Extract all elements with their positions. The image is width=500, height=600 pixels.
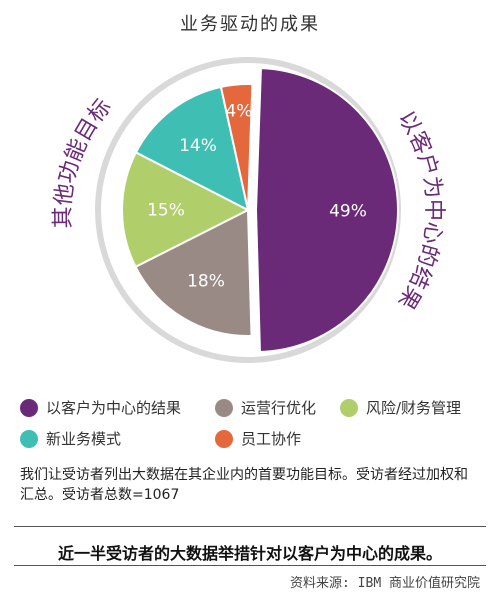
legend-label: 以客户为中心的结果 (46, 399, 182, 417)
legend-swatch (215, 429, 233, 448)
pie-slice-label: 18% (187, 271, 225, 291)
pie-slice (134, 208, 253, 337)
pie-slice (121, 151, 251, 269)
legend-item: 员工协作 (215, 428, 340, 449)
chart-title: 业务驱动的成果 (180, 14, 320, 35)
pie-slice-label: 49% (329, 201, 367, 221)
legend-item: 以客户为中心的结果 (20, 397, 215, 418)
legend-swatch (20, 429, 38, 448)
legend-label: 风险/财务管理 (366, 399, 462, 417)
pie-slice-label: 4% (225, 101, 252, 121)
legend-item: 运营行优化 (215, 397, 340, 418)
legend-swatch (20, 398, 38, 417)
conclusion-text: 近一半受访者的大数据举措针对以客户为中心的成果。 (57, 544, 442, 563)
legend-item: 风险/财务管理 (340, 397, 490, 418)
divider-top (14, 526, 486, 527)
pie-chart: 49%18%15%14%4% 其他功能目标 以客户为中心的结果 (51, 57, 446, 363)
pie-slice-label: 14% (179, 136, 217, 156)
legend-swatch (340, 398, 358, 417)
pie-slice (134, 85, 250, 212)
source-note: 资料来源: IBM 商业价值研究院 (290, 576, 480, 591)
pie-slice (254, 67, 399, 354)
footnote: 我们让受访者列出大数据在其企业内的首要功能目标。受访者经过加权和汇总。受访者总数… (20, 467, 468, 503)
pie-slice (219, 83, 254, 211)
legend-swatch (215, 398, 233, 417)
divider-bottom (14, 565, 486, 566)
legend-label: 新业务模式 (46, 430, 122, 448)
legend-label: 员工协作 (241, 430, 302, 448)
legend-item: 新业务模式 (20, 428, 215, 449)
pie-slice-label: 15% (147, 201, 185, 221)
legend-label: 运营行优化 (241, 399, 317, 417)
legend: 以客户为中心的结果 运营行优化 风险/财务管理 新业务模式 员工协作 (20, 397, 490, 449)
